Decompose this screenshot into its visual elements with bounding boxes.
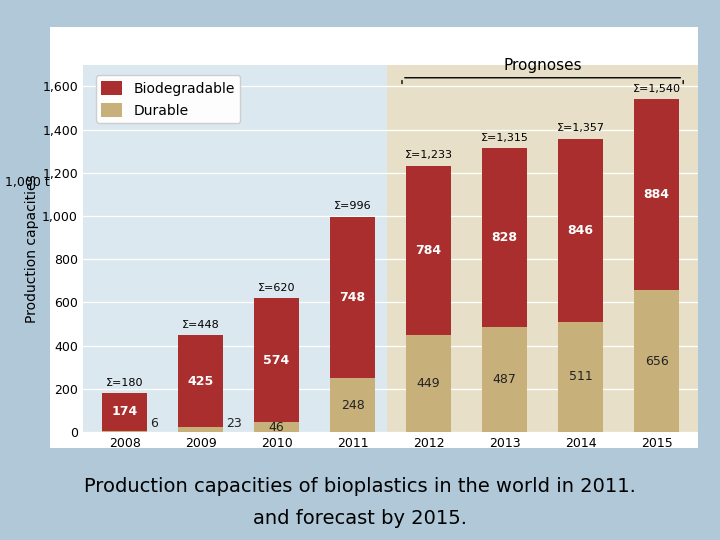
Text: 46: 46 bbox=[269, 421, 284, 434]
Text: Σ=1,315: Σ=1,315 bbox=[481, 132, 528, 143]
Bar bbox=[558, 322, 603, 432]
Text: 248: 248 bbox=[341, 399, 364, 411]
Text: 828: 828 bbox=[492, 231, 518, 244]
Text: 748: 748 bbox=[340, 291, 366, 304]
Bar bbox=[558, 139, 603, 322]
Text: Σ=448: Σ=448 bbox=[181, 320, 220, 330]
Bar bbox=[102, 393, 148, 431]
Text: Σ=620: Σ=620 bbox=[258, 282, 295, 293]
Text: Σ=1,233: Σ=1,233 bbox=[405, 150, 453, 160]
Text: 1,000 t: 1,000 t bbox=[5, 176, 50, 189]
Text: Σ=1,357: Σ=1,357 bbox=[557, 124, 605, 133]
Text: 784: 784 bbox=[415, 244, 441, 257]
Bar bbox=[634, 291, 680, 432]
Text: 449: 449 bbox=[417, 377, 441, 390]
Bar bbox=[178, 335, 223, 427]
Bar bbox=[102, 431, 148, 432]
Text: Σ=180: Σ=180 bbox=[106, 377, 143, 388]
Text: 574: 574 bbox=[264, 354, 289, 367]
Bar bbox=[634, 99, 680, 291]
Bar bbox=[406, 166, 451, 335]
Bar bbox=[387, 65, 698, 432]
Bar bbox=[254, 422, 300, 432]
Legend: Biodegradable, Durable: Biodegradable, Durable bbox=[96, 76, 240, 123]
Text: 23: 23 bbox=[227, 417, 242, 430]
Bar bbox=[178, 427, 223, 432]
Text: Σ=1,540: Σ=1,540 bbox=[633, 84, 680, 94]
Text: Production capacities of bioplastics in the world in 2011.: Production capacities of bioplastics in … bbox=[84, 476, 636, 496]
Text: and forecast by 2015.: and forecast by 2015. bbox=[253, 509, 467, 528]
Y-axis label: Production capacities: Production capacities bbox=[25, 174, 40, 323]
Bar bbox=[330, 217, 375, 379]
Text: 174: 174 bbox=[112, 406, 138, 419]
Text: 511: 511 bbox=[569, 370, 593, 383]
Bar bbox=[330, 379, 375, 432]
Text: 846: 846 bbox=[567, 224, 593, 237]
Bar bbox=[254, 298, 300, 422]
Bar bbox=[406, 335, 451, 432]
Text: 487: 487 bbox=[492, 373, 516, 386]
Text: 425: 425 bbox=[187, 375, 214, 388]
Text: Σ=996: Σ=996 bbox=[334, 201, 372, 212]
Text: 656: 656 bbox=[644, 355, 668, 368]
Text: Prognoses: Prognoses bbox=[503, 58, 582, 73]
Text: 6: 6 bbox=[150, 417, 158, 430]
Text: 884: 884 bbox=[644, 188, 670, 201]
Bar bbox=[482, 327, 528, 432]
Bar bbox=[482, 148, 528, 327]
